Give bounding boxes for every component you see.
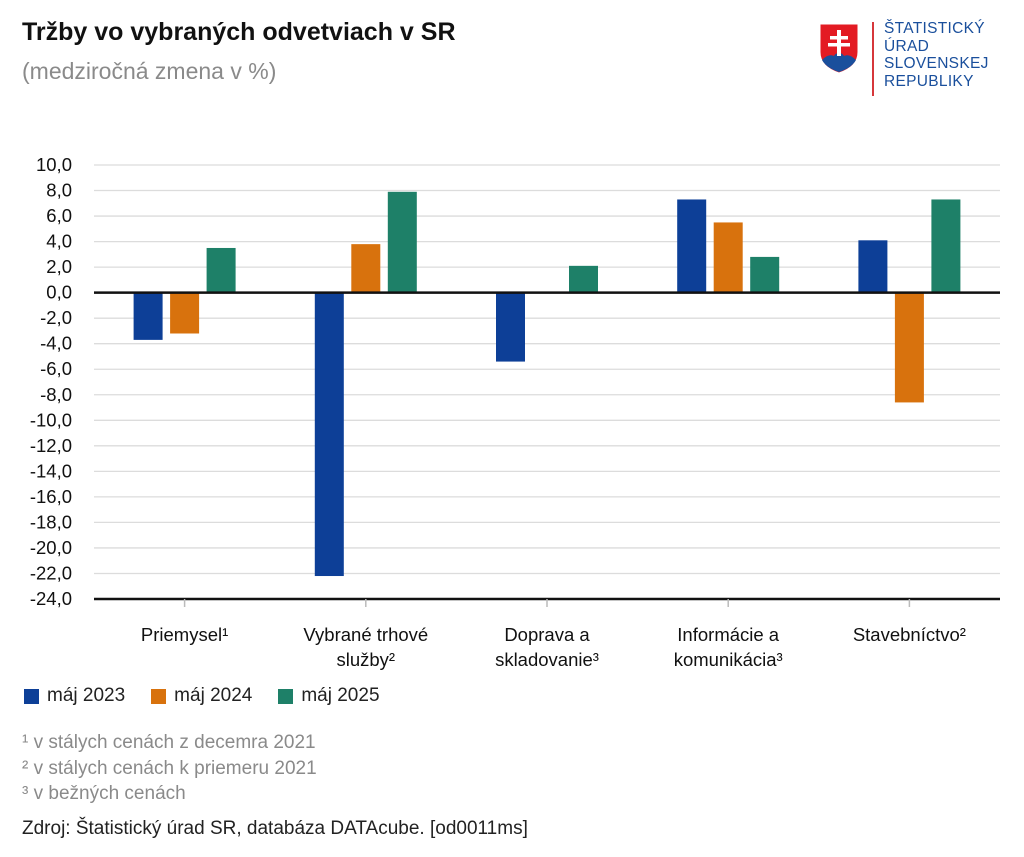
legend-item-2025: máj 2025 bbox=[278, 685, 380, 707]
bar bbox=[206, 247, 236, 293]
bar bbox=[496, 292, 525, 362]
legend-item-2023: máj 2023 bbox=[24, 685, 125, 707]
legend-swatch-2024 bbox=[151, 688, 167, 704]
coat-of-arms-icon bbox=[819, 23, 859, 74]
bar bbox=[170, 292, 200, 334]
x-tick-label: služby² bbox=[336, 649, 395, 670]
y-tick-label: 6,0 bbox=[46, 205, 72, 226]
logo-divider bbox=[872, 22, 874, 96]
y-tick-label: -12,0 bbox=[30, 435, 72, 456]
x-tick-label: Priemysel¹ bbox=[141, 624, 228, 645]
y-tick-label: -10,0 bbox=[30, 409, 72, 430]
chart-subtitle: (medziročná zmena v %) bbox=[22, 58, 277, 84]
bar bbox=[677, 199, 707, 293]
chart-legend: máj 2023 máj 2024 máj 2025 bbox=[24, 685, 380, 707]
y-tick-label: -14,0 bbox=[30, 460, 72, 481]
y-tick-label: 4,0 bbox=[46, 231, 72, 252]
legend-item-2024: máj 2024 bbox=[151, 685, 252, 707]
legend-label-2023: máj 2023 bbox=[47, 685, 126, 706]
y-tick-label: -18,0 bbox=[30, 511, 72, 532]
legend-label-2024: máj 2024 bbox=[174, 685, 253, 706]
bar bbox=[858, 240, 888, 293]
bar bbox=[931, 199, 961, 293]
y-tick-label: 0,0 bbox=[46, 282, 72, 303]
legend-label-2025: máj 2025 bbox=[301, 685, 380, 706]
y-tick-label: 10,0 bbox=[36, 154, 72, 175]
bar bbox=[351, 244, 381, 293]
y-tick-label: -8,0 bbox=[40, 384, 72, 405]
x-tick-label: Doprava a bbox=[504, 624, 590, 645]
logo-text: ŠTATISTICKÝ ÚRAD SLOVENSKEJ REPUBLIKY bbox=[884, 20, 989, 90]
logo-line-3: SLOVENSKEJ bbox=[884, 55, 989, 72]
bar bbox=[713, 222, 743, 293]
y-tick-label: -24,0 bbox=[30, 588, 72, 609]
footnote-3: ³ v bežných cenách bbox=[22, 783, 186, 804]
logo-line-4: REPUBLIKY bbox=[884, 72, 974, 90]
susr-logo: ŠTATISTICKÝ ÚRAD SLOVENSKEJ REPUBLIKY bbox=[818, 20, 1008, 100]
bar bbox=[133, 292, 163, 340]
x-tick-label: Vybrané trhové bbox=[303, 624, 428, 645]
y-tick-label: -20,0 bbox=[30, 537, 72, 558]
bar bbox=[750, 256, 780, 293]
logo-line-1: ŠTATISTICKÝ bbox=[884, 20, 985, 37]
y-tick-label: -4,0 bbox=[40, 333, 72, 354]
chart-title: Tržby vo vybraných odvetviach v SR bbox=[22, 18, 456, 46]
x-tick-label: komunikácia³ bbox=[674, 649, 783, 670]
source-note: Zdroj: Štatistický úrad SR, databáza DAT… bbox=[22, 818, 528, 839]
x-tick-label: skladovanie³ bbox=[495, 649, 599, 670]
bar bbox=[387, 191, 417, 293]
y-tick-label: -22,0 bbox=[30, 562, 72, 583]
bar-chart: 10,0 8,0 6,0 4,0 2,0 0,0 -2,0 -4,0 -6,0 -8,0 -10,0… bbox=[30, 154, 1000, 670]
footnote-2: ² v stálych cenách k priemeru 2021 bbox=[22, 757, 317, 779]
x-tick-label: Stavebníctvo² bbox=[853, 624, 966, 645]
y-tick-label: -2,0 bbox=[40, 307, 72, 328]
legend-swatch-2023 bbox=[24, 688, 39, 704]
y-tick-label: -16,0 bbox=[30, 486, 72, 507]
bar bbox=[569, 265, 598, 293]
legend-swatch-2025 bbox=[278, 688, 294, 704]
y-tick-label: -6,0 bbox=[40, 358, 72, 379]
bar bbox=[314, 292, 344, 577]
bar bbox=[894, 292, 924, 403]
x-tick-label: Informácie a bbox=[677, 624, 780, 645]
footnote-1: ¹ v stálych cenách z decemra 2021 bbox=[22, 732, 316, 753]
y-tick-label: 8,0 bbox=[46, 180, 72, 201]
y-tick-label: 2,0 bbox=[46, 256, 72, 277]
footnotes: ¹ v stálych cenách z decemra 2021 ² v st… bbox=[22, 730, 317, 807]
logo-line-2: ÚRAD bbox=[884, 37, 930, 55]
